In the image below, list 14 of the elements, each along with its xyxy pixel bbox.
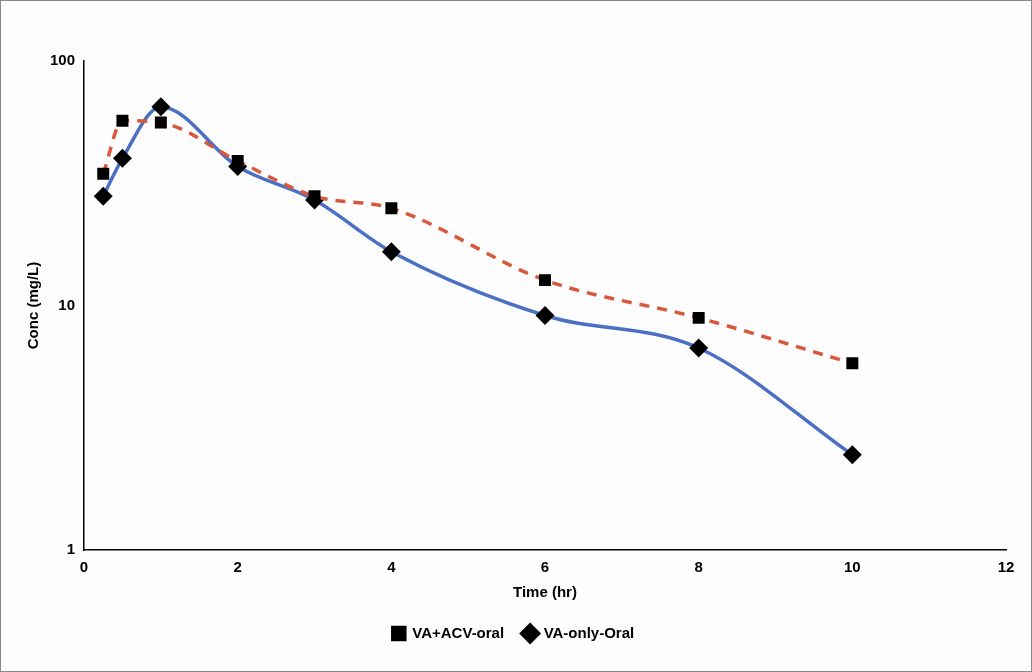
x-tick-label: 4 bbox=[387, 558, 397, 576]
x-tick-label: 0 bbox=[79, 558, 89, 576]
y-tick-label: 10 bbox=[58, 295, 76, 313]
x-tick-label: 6 bbox=[540, 558, 550, 576]
x-tick-label: 12 bbox=[997, 558, 1015, 576]
y-tick-label: 100 bbox=[50, 51, 76, 69]
x-axis-title: Time (hr) bbox=[513, 583, 577, 601]
x-tick-label: 2 bbox=[233, 558, 242, 576]
x-tick-label: 8 bbox=[694, 558, 703, 576]
legend-label: VA-only-Oral bbox=[543, 623, 635, 641]
legend-label: VA+ACV-oral bbox=[412, 623, 505, 641]
x-tick-label: 10 bbox=[843, 558, 861, 576]
y-axis-title: Conc (mg/L) bbox=[24, 261, 42, 350]
y-tick-label: 1 bbox=[66, 540, 76, 558]
